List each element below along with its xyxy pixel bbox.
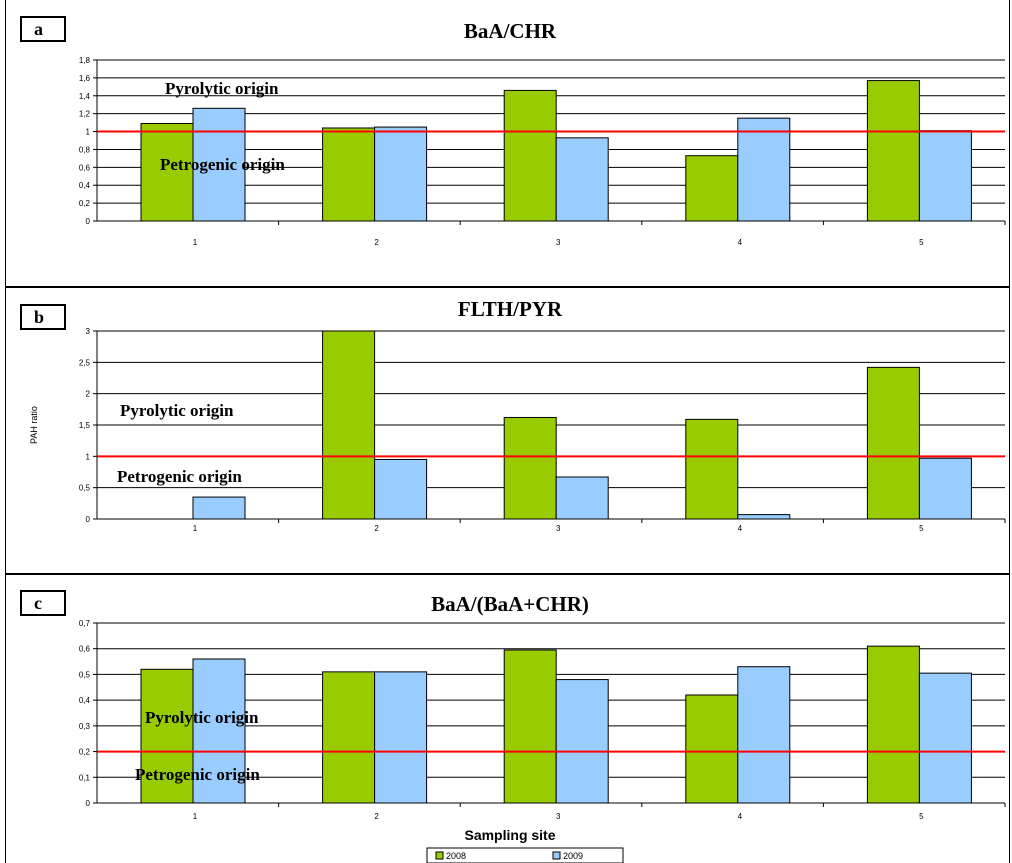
panel-c-y-tick-label: 0,1 bbox=[79, 773, 91, 782]
panel-a-bar-2008-site-2 bbox=[322, 127, 376, 222]
panel-b-bar-2009-site-2 bbox=[374, 458, 428, 520]
panel-b-y-tick-label: 0 bbox=[86, 515, 91, 524]
panel-c-bar-2008-site-3 bbox=[503, 649, 557, 804]
panel-c-y-tick-label: 0,3 bbox=[79, 722, 91, 731]
panel-b-bar-2008-site-2 bbox=[322, 330, 376, 520]
panel-a-bar-2008-site-1 bbox=[140, 123, 194, 222]
panel-b-x-tick-label: 1 bbox=[193, 524, 198, 533]
legend-box bbox=[426, 847, 624, 863]
panel-a-x-tick-label: 4 bbox=[738, 238, 743, 247]
panel-b-y-tick-label: 1 bbox=[86, 452, 91, 461]
legend-label-2008: 2008 bbox=[446, 851, 466, 861]
panel-a-y-tick-label: 0 bbox=[86, 217, 91, 226]
panel-c-bar-2008-site-4 bbox=[685, 694, 739, 804]
panel-a-letter: a bbox=[20, 16, 66, 42]
panel-a-x-tick-label: 5 bbox=[919, 238, 924, 247]
panel-b-y-tick-label: 2,5 bbox=[79, 358, 91, 367]
panel-a-y-tick-label: 1,2 bbox=[79, 110, 91, 119]
panel-a-title: BaA/CHR bbox=[464, 19, 557, 43]
panel-a-bar-2009-site-1 bbox=[192, 107, 246, 222]
panel-c-y-tick-label: 0,5 bbox=[79, 670, 91, 679]
legend-swatch-2009 bbox=[552, 851, 561, 860]
panel-c-y-tick-label: 0 bbox=[86, 799, 91, 808]
panel-b-x-tick-label: 2 bbox=[374, 524, 379, 533]
panel-c-x-tick-label: 4 bbox=[738, 812, 743, 821]
panel-a-x-tick-label: 1 bbox=[193, 238, 198, 247]
panel-a-y-tick-label: 0,6 bbox=[79, 163, 91, 172]
panel-c-y-tick-label: 0,2 bbox=[79, 748, 91, 757]
panel-b-annotation: Petrogenic origin bbox=[117, 467, 242, 486]
panel-a-bar-2009-site-4 bbox=[737, 117, 791, 222]
panel-a-y-tick-label: 1,8 bbox=[79, 56, 91, 65]
panel-b-y-tick-label: 2 bbox=[86, 390, 91, 399]
panel-c-letter: c bbox=[20, 590, 66, 616]
panel-c-annotation: Pyrolytic origin bbox=[145, 708, 259, 727]
panel-a-x-tick-label: 3 bbox=[556, 238, 561, 247]
panel-b-x-tick-label: 3 bbox=[556, 524, 561, 533]
panel-c-bar-2008-site-1 bbox=[140, 668, 194, 804]
panel-c-y-tick-label: 0,4 bbox=[79, 696, 91, 705]
panel-b-bar-2009-site-1 bbox=[192, 496, 246, 520]
panel-c-bar-2008-site-2 bbox=[322, 671, 376, 804]
panel-a-x-tick-label: 2 bbox=[374, 238, 379, 247]
panel-a-bar-2009-site-3 bbox=[555, 137, 609, 222]
panel-c-x-label: Sampling site bbox=[464, 827, 555, 843]
panel-a-annotation: Petrogenic origin bbox=[160, 155, 285, 174]
panel-b-y-tick-label: 0,5 bbox=[79, 484, 91, 493]
panel-b-title: FLTH/PYR bbox=[458, 297, 563, 321]
panel-b-x-tick-label: 5 bbox=[919, 524, 924, 533]
panel-b-letter: b bbox=[20, 304, 66, 330]
panel-b-x-tick-label: 4 bbox=[738, 524, 743, 533]
panel-a-y-tick-label: 0,4 bbox=[79, 181, 91, 190]
panel-c-x-tick-label: 3 bbox=[556, 812, 561, 821]
panel-c-title: BaA/(BaA+CHR) bbox=[431, 592, 589, 616]
panel-b-bar-2008-site-4 bbox=[685, 418, 739, 520]
panel-b-bar-2009-site-4 bbox=[737, 514, 791, 520]
panel-a-y-tick-label: 1,4 bbox=[79, 92, 91, 101]
panel-c-bar-2008-site-5 bbox=[866, 645, 920, 804]
panel-a-bar-2009-site-2 bbox=[374, 126, 428, 222]
panel-a-bar-2008-site-4 bbox=[685, 155, 739, 222]
panel-c-bar-2009-site-2 bbox=[374, 671, 428, 804]
panel-b-annotation: Pyrolytic origin bbox=[120, 401, 234, 420]
legend-swatch-2008 bbox=[435, 851, 444, 860]
panel-c-x-tick-label: 1 bbox=[193, 812, 198, 821]
panel-c-x-tick-label: 2 bbox=[374, 812, 379, 821]
panel-c-bar-2009-site-5 bbox=[918, 672, 972, 804]
panel-b-bar-2009-site-5 bbox=[918, 457, 972, 520]
panel-c-annotation: Petrogenic origin bbox=[135, 765, 260, 784]
panel-b-bar-2008-site-3 bbox=[503, 416, 557, 520]
legend-label-2009: 2009 bbox=[563, 851, 583, 861]
panel-b-y-tick-label: 1,5 bbox=[79, 421, 91, 430]
panel-c-bar-2009-site-3 bbox=[555, 679, 609, 804]
panel-c-bar-2009-site-1 bbox=[192, 658, 246, 804]
panel-c-bar-2009-site-4 bbox=[737, 666, 791, 804]
panel-a-y-tick-label: 1,6 bbox=[79, 74, 91, 83]
panel-b-bar-2008-site-5 bbox=[866, 366, 920, 520]
panel-c-y-tick-label: 0,7 bbox=[79, 619, 91, 628]
panel-a-y-tick-label: 0,2 bbox=[79, 199, 91, 208]
panel-a-annotation: Pyrolytic origin bbox=[165, 79, 279, 98]
panel-b-y-tick-label: 3 bbox=[86, 327, 91, 336]
panel-b-y-label: PAH ratio bbox=[29, 406, 39, 444]
panel-a-bar-2009-site-5 bbox=[918, 130, 972, 222]
panel-b-bar-2009-site-3 bbox=[555, 476, 609, 520]
panel-c-y-tick-label: 0,6 bbox=[79, 645, 91, 654]
panel-a-y-tick-label: 0,8 bbox=[79, 145, 91, 154]
panel-a-y-tick-label: 1 bbox=[86, 128, 91, 137]
panel-a-bar-2008-site-5 bbox=[866, 80, 920, 222]
panel-c-x-tick-label: 5 bbox=[919, 812, 924, 821]
panel-a-bar-2008-site-3 bbox=[503, 89, 557, 222]
